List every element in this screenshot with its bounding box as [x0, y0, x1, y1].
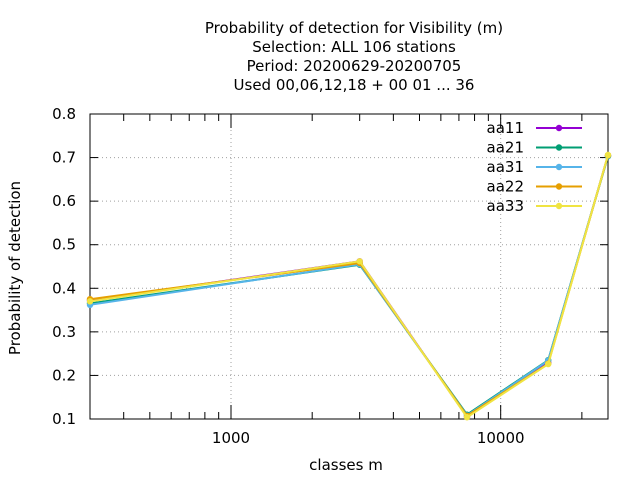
x-axis-label: classes m: [309, 456, 383, 474]
y-tick-label: 0.7: [52, 149, 76, 167]
series-line-aa11: [89, 155, 609, 419]
y-tick-label: 0.3: [52, 323, 76, 341]
title-line-1: Probability of detection for Visibility …: [205, 19, 503, 37]
legend-marker-aa22: [555, 183, 563, 190]
point-aa33: [544, 360, 552, 368]
title-line-3: Period: 20200629-20200705: [247, 57, 462, 75]
legend-marker-aa33: [555, 202, 563, 210]
y-tick-label: 0.1: [52, 410, 76, 428]
plot-frame: [89, 113, 609, 420]
legend-label-aa33: aa33: [487, 197, 524, 215]
y-tick-label: 0.5: [52, 236, 76, 254]
title-line-4: Used 00,06,12,18 + 00 01 ... 36: [234, 76, 475, 94]
point-aa33: [86, 298, 94, 305]
y-axis-label: Probability of detection: [6, 181, 24, 355]
legend-marker-aa31: [555, 163, 563, 171]
chart-title: Probability of detection for Visibility …: [205, 19, 503, 94]
legend-label-aa22: aa22: [487, 178, 524, 196]
legend-label-aa11: aa11: [487, 119, 524, 137]
series-line-aa33: [89, 154, 609, 419]
series-lines: [86, 151, 612, 421]
legend-label-aa31: aa31: [487, 158, 524, 176]
legend-marker-aa21: [555, 144, 563, 151]
x-tick-label: 10000: [477, 429, 525, 447]
axis-ticks: 0.1 0.2 0.3 0.4 0.5 0.6 0.7 0.8 1000 10000: [52, 105, 608, 447]
legend-marker-aa11: [555, 124, 563, 132]
point-aa33: [356, 258, 363, 265]
y-tick-label: 0.4: [52, 279, 76, 297]
y-tick-label: 0.8: [52, 105, 76, 123]
y-tick-label: 0.6: [52, 192, 76, 210]
grid: [90, 114, 608, 419]
point-aa33: [463, 414, 471, 421]
legend-label-aa21: aa21: [487, 139, 524, 157]
x-tick-label: 1000: [212, 429, 250, 447]
y-tick-label: 0.2: [52, 366, 76, 384]
point-aa33: [604, 151, 612, 159]
title-line-2: Selection: ALL 106 stations: [252, 38, 456, 56]
